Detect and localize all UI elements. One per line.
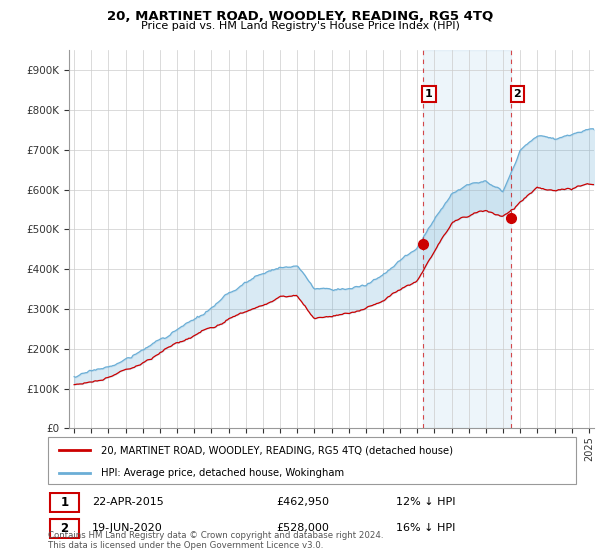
Text: 2: 2 <box>61 521 68 535</box>
FancyBboxPatch shape <box>50 519 79 538</box>
Text: 1: 1 <box>425 89 433 99</box>
Bar <box>422 50 511 428</box>
Text: 12% ↓ HPI: 12% ↓ HPI <box>396 497 455 507</box>
Text: Price paid vs. HM Land Registry's House Price Index (HPI): Price paid vs. HM Land Registry's House … <box>140 21 460 31</box>
FancyBboxPatch shape <box>50 493 79 512</box>
Text: 1: 1 <box>61 496 68 509</box>
FancyBboxPatch shape <box>48 437 576 484</box>
Text: 20, MARTINET ROAD, WOODLEY, READING, RG5 4TQ (detached house): 20, MARTINET ROAD, WOODLEY, READING, RG5… <box>101 445 453 455</box>
Text: 20, MARTINET ROAD, WOODLEY, READING, RG5 4TQ: 20, MARTINET ROAD, WOODLEY, READING, RG5… <box>107 10 493 23</box>
Text: £462,950: £462,950 <box>276 497 329 507</box>
Text: 16% ↓ HPI: 16% ↓ HPI <box>396 523 455 533</box>
Text: 19-JUN-2020: 19-JUN-2020 <box>92 523 163 533</box>
Text: 2: 2 <box>514 89 521 99</box>
Text: HPI: Average price, detached house, Wokingham: HPI: Average price, detached house, Woki… <box>101 468 344 478</box>
Text: Contains HM Land Registry data © Crown copyright and database right 2024.
This d: Contains HM Land Registry data © Crown c… <box>48 530 383 550</box>
Text: £528,000: £528,000 <box>276 523 329 533</box>
Text: 22-APR-2015: 22-APR-2015 <box>92 497 164 507</box>
